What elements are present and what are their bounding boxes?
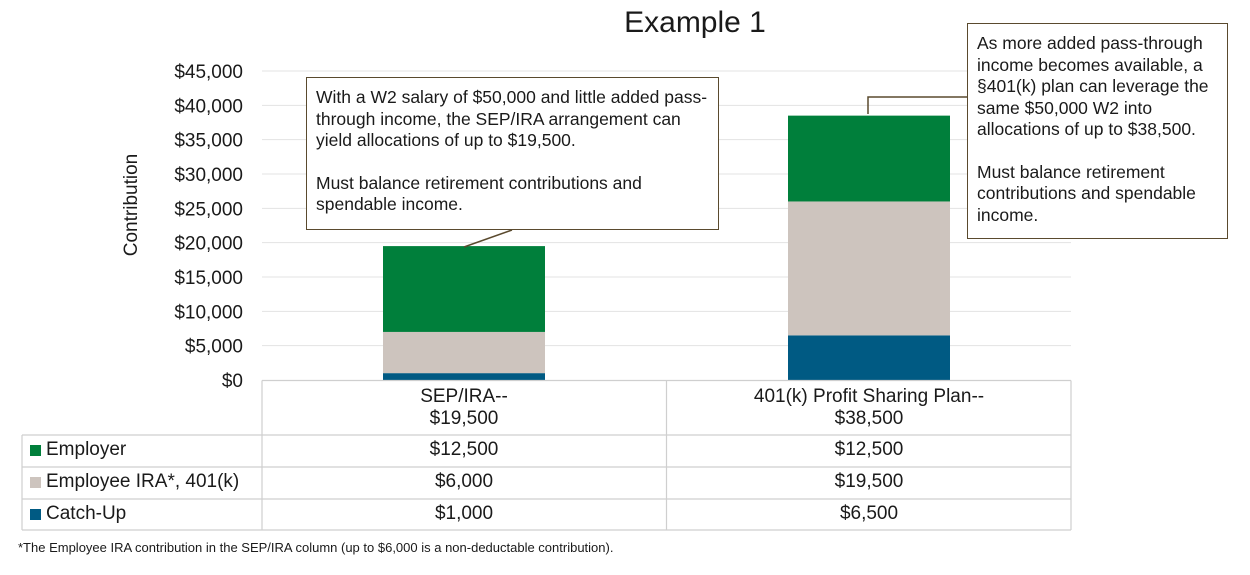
table-header-401k-line1: 401(k) Profit Sharing Plan-- — [753, 386, 985, 407]
callout-leaders — [463, 96, 967, 248]
table-cell-employer-401k: $12,500 — [834, 439, 904, 460]
table-cell-employer-sep: $12,500 — [429, 439, 499, 460]
y-tick-label: $15,000 — [174, 268, 243, 289]
table-header-sep-ira: SEP/IRA-- $19,500 — [262, 386, 666, 430]
legend-label-employer: Employer — [46, 439, 127, 460]
callout-sep-ira-note: Must balance retirement contributions an… — [316, 172, 642, 215]
y-tick-label: $30,000 — [174, 165, 243, 186]
callout-401k: As more added pass-through income become… — [967, 23, 1228, 239]
table-cell-catch-up-sep: $1,000 — [434, 503, 494, 524]
y-tick-label: $5,000 — [185, 337, 243, 358]
callout-401k-note: Must balance retirement contributions an… — [977, 161, 1196, 225]
y-tick-label: $45,000 — [174, 62, 243, 83]
legend-swatch-employer — [30, 444, 41, 456]
bar-segment — [383, 246, 545, 332]
y-axis-label: Contribution — [121, 153, 142, 257]
legend-swatch-employee — [30, 476, 41, 488]
legend-catch-up: Catch-Up — [30, 503, 126, 525]
chart-title: Example 1 — [624, 6, 766, 39]
table-header-sep-ira-line1: SEP/IRA-- — [420, 386, 508, 407]
legend-employee: Employee IRA*, 401(k) — [30, 471, 239, 493]
bar-segment — [788, 115, 950, 202]
legend-swatch-catch-up — [30, 508, 41, 520]
bars — [383, 115, 950, 380]
leader-line — [463, 229, 513, 248]
y-tick-label: $35,000 — [174, 131, 243, 152]
table-cell-employee-sep: $6,000 — [434, 471, 494, 492]
data-table-grid — [21, 379, 1072, 531]
footnote: *The Employee IRA contribution in the SE… — [18, 540, 614, 555]
bar-segment — [383, 331, 545, 374]
callout-401k-text: As more added pass-through income become… — [977, 33, 1209, 139]
y-tick-label: $40,000 — [174, 96, 243, 117]
legend-label-employee: Employee IRA*, 401(k) — [46, 471, 240, 492]
y-tick-label: $0 — [222, 371, 243, 392]
legend-label-catch-up: Catch-Up — [46, 503, 127, 524]
table-header-401k-line2: $38,500 — [834, 408, 904, 429]
callout-sep-ira: With a W2 salary of $50,000 and little a… — [306, 77, 719, 230]
y-tick-label: $10,000 — [174, 302, 243, 323]
bar-segment — [788, 335, 950, 380]
legend-employer: Employer — [30, 439, 126, 461]
bar-segment — [383, 373, 545, 380]
y-tick-label: $25,000 — [174, 199, 243, 220]
y-tick-label: $20,000 — [174, 234, 243, 255]
y-axis-ticks: $0 $5,000 $10,000 $15,000 $20,000 $25,000 $30,… — [174, 62, 243, 392]
table-header-sep-ira-line2: $19,500 — [429, 408, 499, 429]
table-header-401k: 401(k) Profit Sharing Plan-- $38,500 — [667, 386, 1071, 430]
bar-segment — [788, 201, 950, 336]
callout-sep-ira-text: With a W2 salary of $50,000 and little a… — [316, 87, 708, 150]
leader-line — [867, 96, 967, 114]
table-cell-catch-up-401k: $6,500 — [839, 503, 899, 524]
table-cell-employee-401k: $19,500 — [834, 471, 904, 492]
